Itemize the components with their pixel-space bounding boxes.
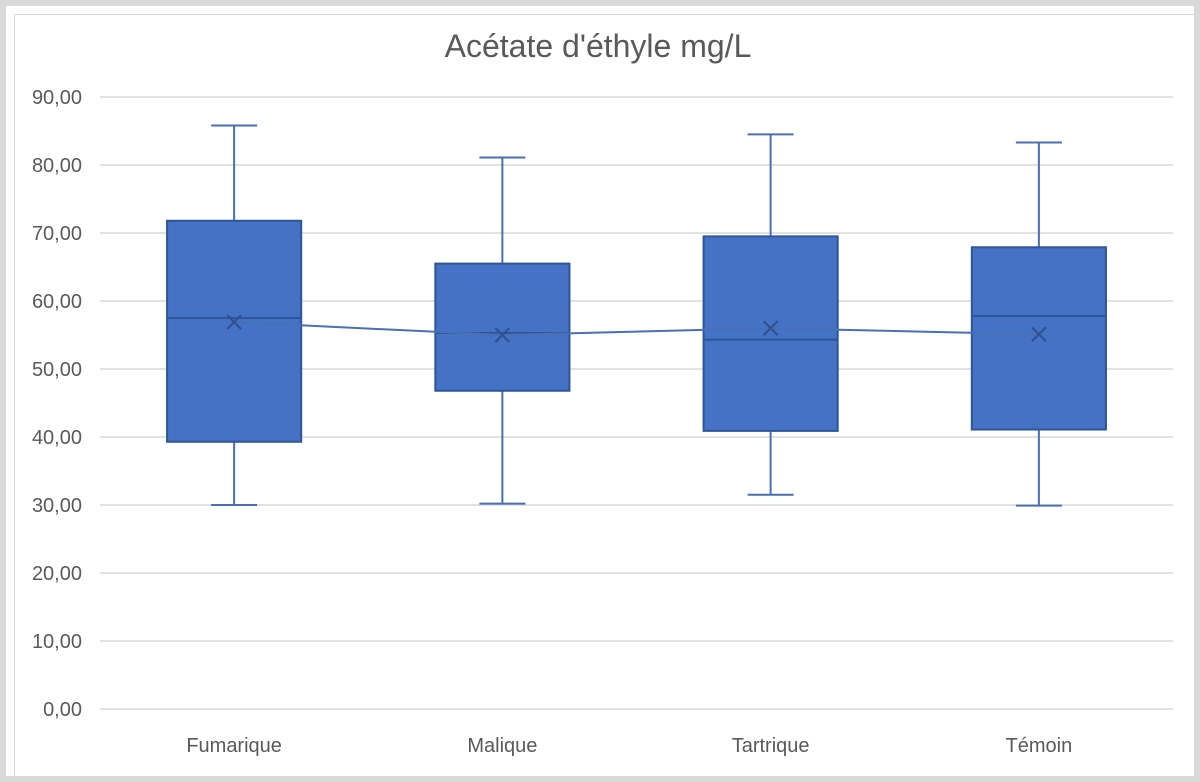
y-tick-label: 40,00 — [32, 427, 82, 449]
iqr-box — [434, 262, 571, 392]
mean-line — [234, 321, 1039, 337]
x-tick-label: Malique — [467, 735, 537, 757]
y-tick-label: 50,00 — [32, 359, 82, 381]
x-tick-label: Témoin — [1006, 735, 1073, 757]
box-tartrique — [702, 133, 839, 496]
iqr-box — [166, 219, 303, 443]
mean-marker — [762, 320, 779, 336]
mean-line-series — [226, 314, 1047, 343]
mean-marker-stroke — [494, 327, 511, 343]
y-tick-label: 70,00 — [32, 223, 82, 245]
mean-marker — [226, 314, 242, 330]
y-tick-label: 60,00 — [32, 291, 82, 313]
chart-title: Acétate d'éthyle mg/L — [445, 28, 752, 64]
y-tick-label: 20,00 — [32, 563, 82, 585]
x-axis-ticks: Fumarique Malique Tartrique Témoin — [186, 735, 1072, 757]
y-tick-label: 80,00 — [32, 155, 82, 177]
mean-marker-stroke — [226, 314, 242, 330]
iqr-box — [702, 235, 839, 432]
box-fumarique — [166, 124, 303, 506]
x-tick-label: Fumarique — [186, 735, 282, 757]
mean-marker — [494, 327, 511, 343]
y-axis-ticks: 0,00 10,00 20,00 30,00 40,00 50,00 60,00 70,00 8… — [32, 87, 82, 721]
y-tick-label: 90,00 — [32, 87, 82, 109]
y-tick-label: 30,00 — [32, 495, 82, 517]
mean-marker-stroke — [1031, 326, 1047, 343]
box-malique — [434, 156, 571, 505]
y-tick-label: 0,00 — [43, 699, 82, 721]
y-tick-label: 10,00 — [32, 631, 82, 653]
iqr-box — [970, 246, 1107, 431]
box-témoin — [970, 141, 1107, 507]
mean-marker — [1031, 326, 1047, 343]
chart-area-border — [14, 14, 1198, 780]
x-tick-label: Tartrique — [732, 735, 810, 757]
box-series — [166, 124, 1107, 507]
mean-marker-stroke — [762, 320, 779, 336]
